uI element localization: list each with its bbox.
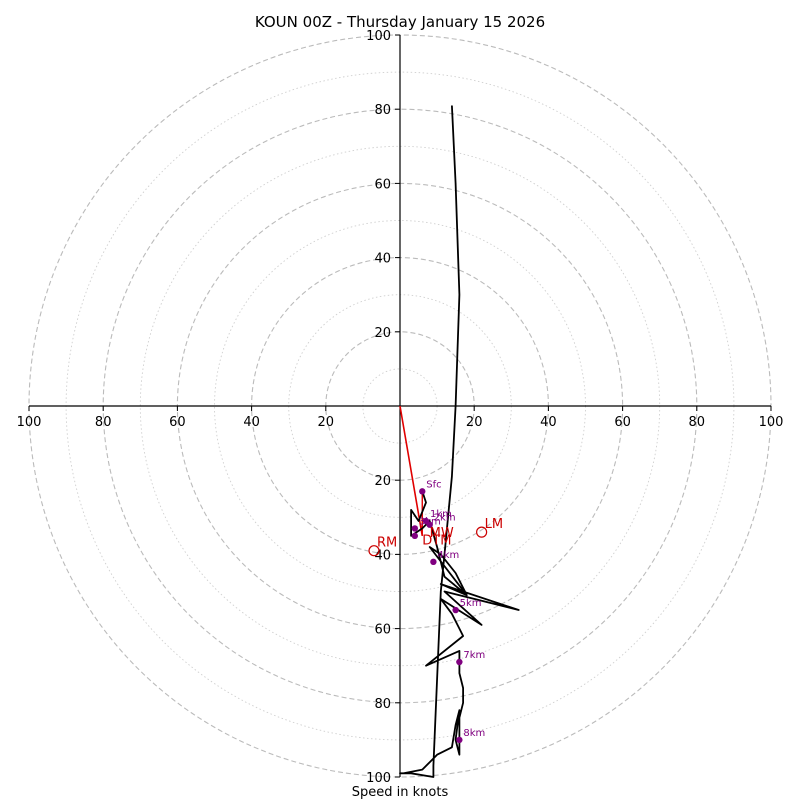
x-tick-label: 60 (169, 415, 186, 430)
x-tick-label: 20 (318, 415, 335, 430)
storm-motion-circle (368, 545, 380, 557)
y-tick-label: 20 (374, 474, 391, 489)
storm-motion-label: LM (485, 517, 503, 532)
height-marker-label: 2km (434, 513, 456, 524)
x-tick-label: 40 (540, 415, 557, 430)
height-marker-label: 3km (419, 516, 441, 527)
y-tick-label: 100 (366, 29, 391, 44)
height-marker-label: 5km (460, 598, 482, 609)
storm-motion-label: RM (377, 536, 397, 551)
height-marker-label: 7km (463, 650, 485, 661)
height-marker-dot (411, 525, 419, 532)
height-marker-dot (430, 558, 437, 566)
hodograph-trace (399, 105, 520, 778)
height-marker-dot (456, 658, 463, 666)
storm-motion-vector (399, 405, 424, 536)
height-marker-dot (426, 521, 433, 528)
x-tick-label: 100 (759, 415, 784, 430)
chart-title: KOUN 00Z - Thursday January 15 2026 (255, 13, 545, 31)
x-tick-label: 20 (466, 415, 483, 430)
height-marker-dot (419, 488, 426, 495)
x-tick-label: 60 (614, 415, 631, 430)
y-tick-label: 80 (374, 103, 391, 118)
y-tick-label: 100 (366, 771, 391, 786)
x-tick-label: 80 (689, 415, 706, 430)
height-marker-dot (456, 736, 463, 744)
height-marker-dot (411, 532, 419, 540)
height-marker-dot (452, 606, 459, 614)
y-tick-label: 60 (374, 177, 391, 192)
storm-motion-label: MW (430, 526, 454, 541)
x-tick-label: 80 (95, 415, 112, 430)
y-tick-label: 60 (374, 623, 391, 638)
y-tick-label: 80 (374, 697, 391, 712)
y-tick-label: 40 (374, 252, 391, 267)
height-marker-label: Sfc (426, 479, 441, 490)
height-marker-label: 8km (463, 728, 485, 739)
hodograph-line (399, 105, 520, 778)
tick-labels: 100 80 60 40 20 20 40 60 80 100100806040202040608… (17, 29, 784, 786)
height-marker-label: 4km (437, 550, 459, 561)
y-tick-label: 20 (374, 326, 391, 341)
height-marker-label: 1km (430, 509, 452, 520)
x-axis-label: Speed in knots (352, 785, 449, 800)
storm-motion-label: DTM (422, 534, 451, 549)
x-tick-label: 40 (243, 415, 260, 430)
x-tick-label: 100 (17, 415, 42, 430)
storm-motion-circle (476, 526, 488, 538)
